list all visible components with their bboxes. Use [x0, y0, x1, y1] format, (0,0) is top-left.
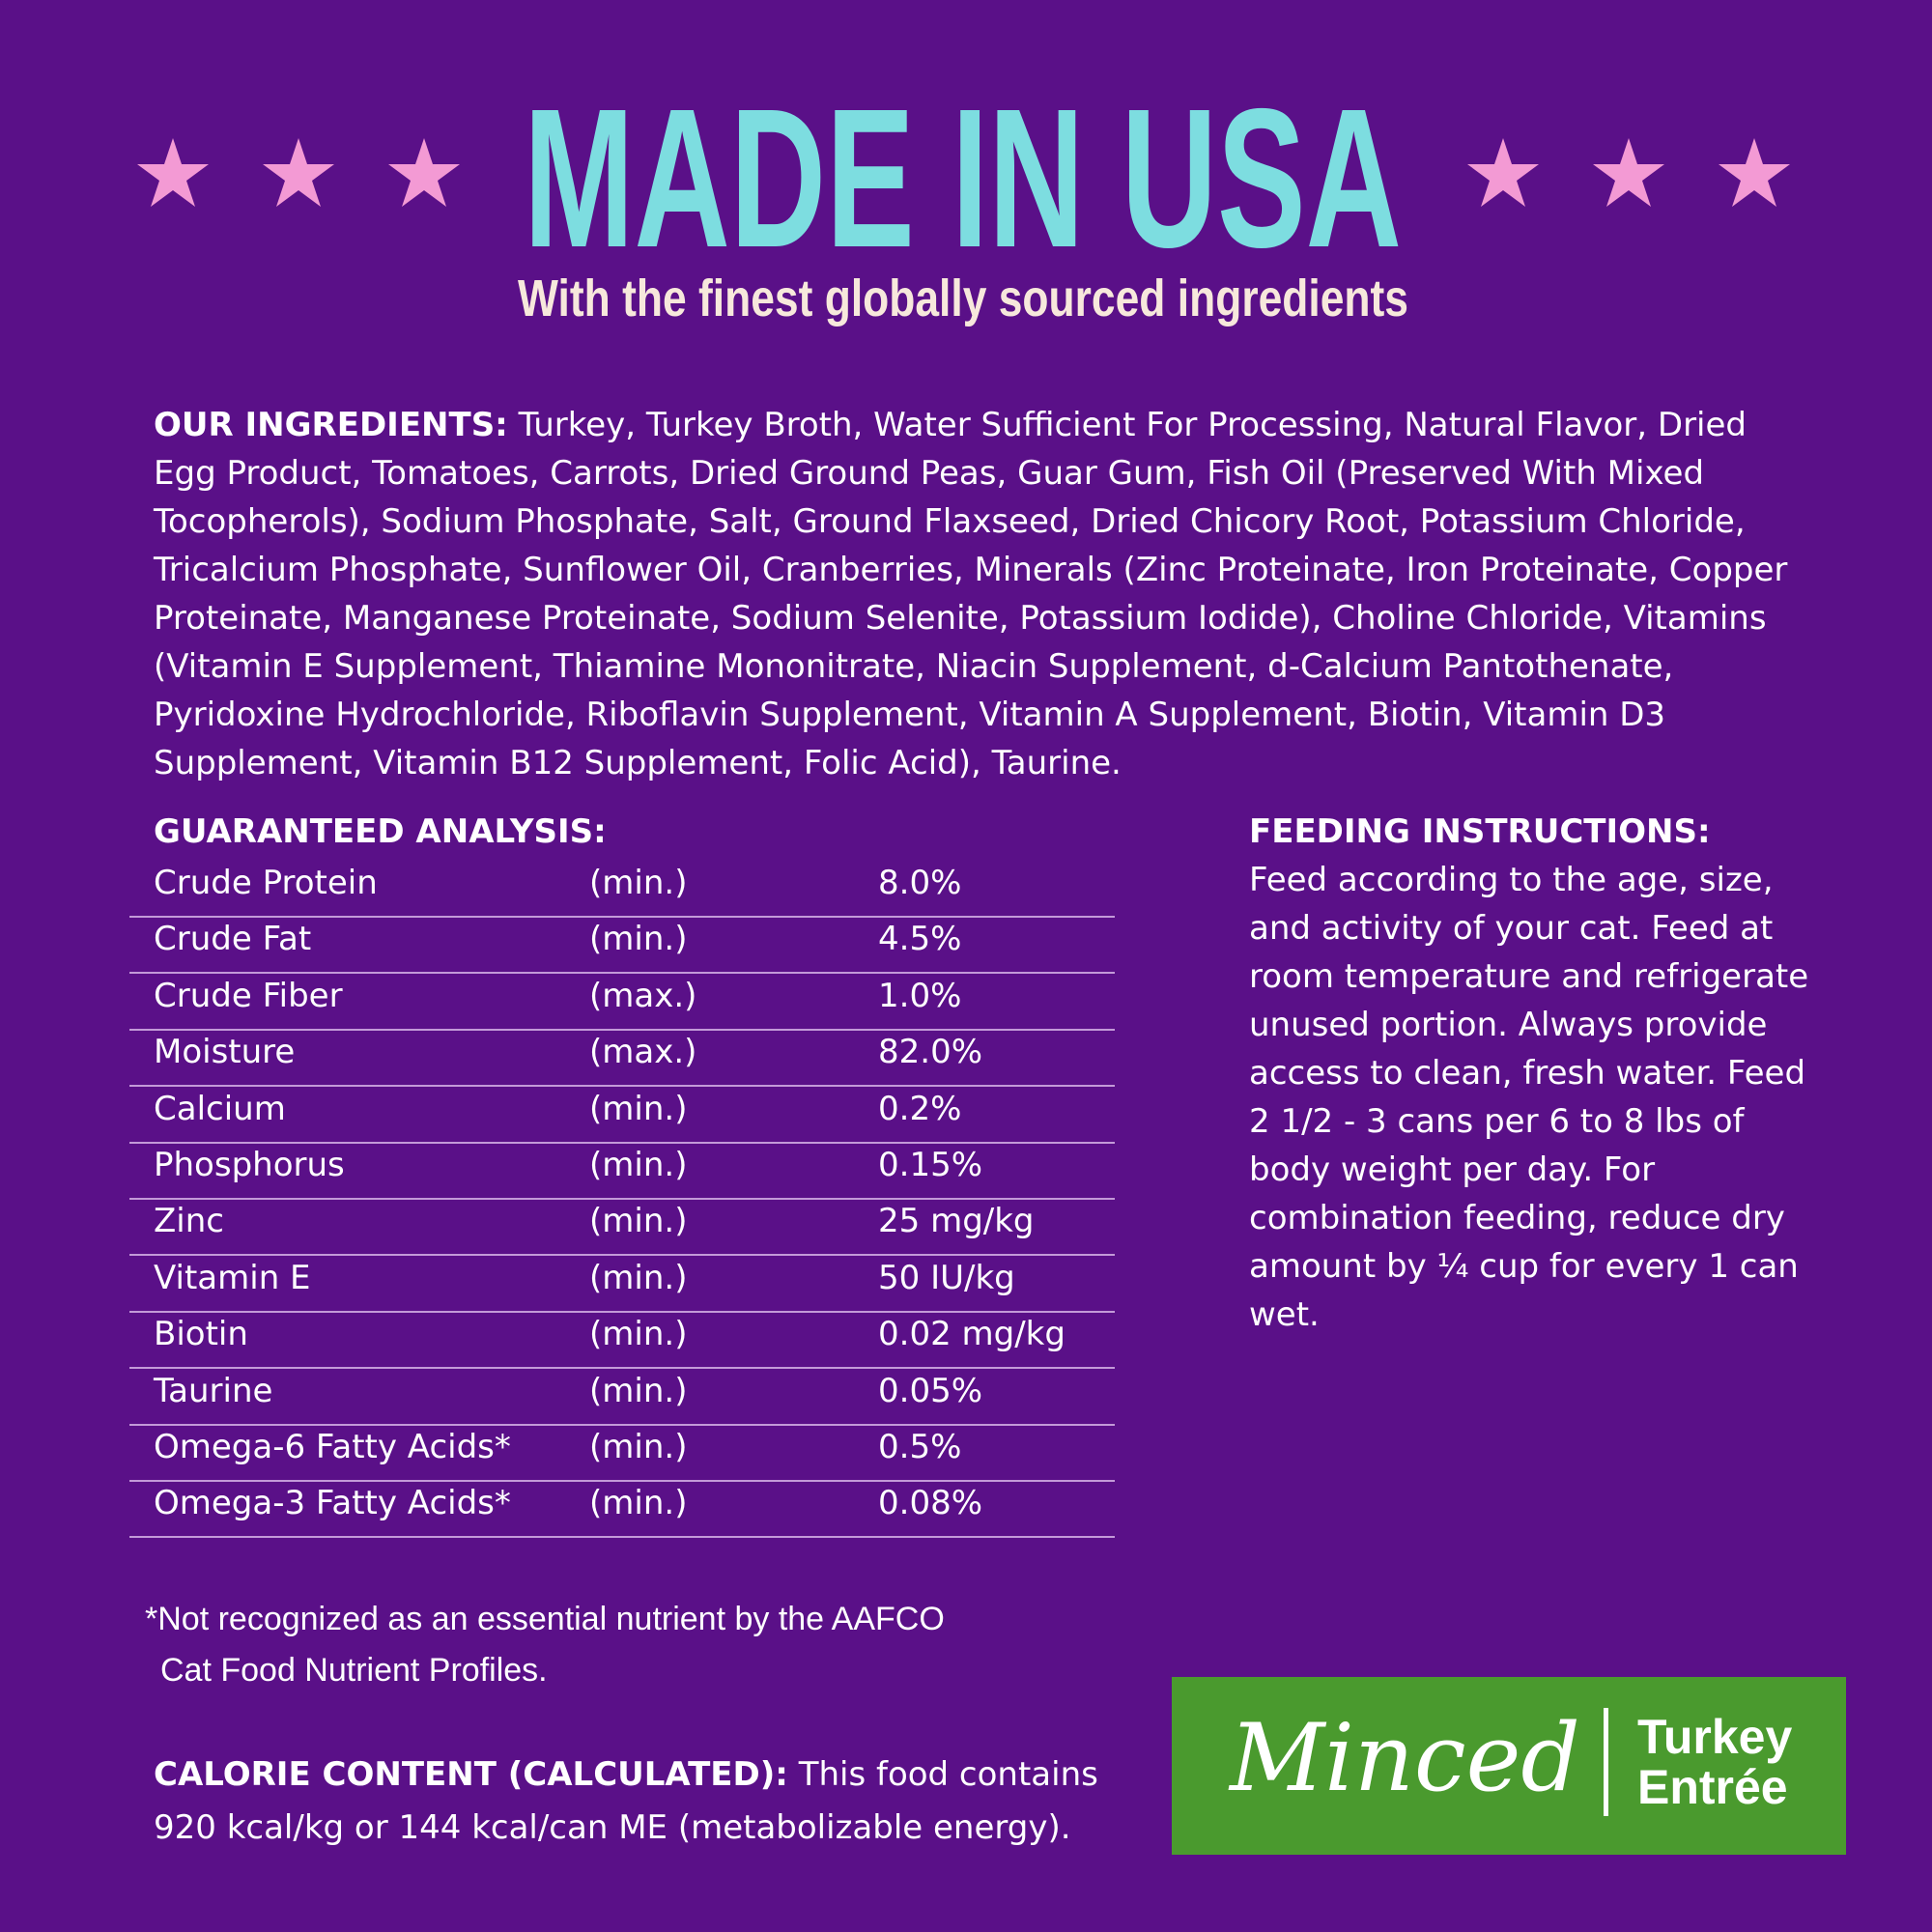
qualifier: (min.) — [589, 1315, 688, 1354]
analysis-row: Moisture (max.) 82.0% — [129, 1029, 1115, 1088]
qualifier: (min.) — [589, 1089, 688, 1128]
calorie: CALORIE CONTENT (CALCULATED): This food … — [154, 1748, 1110, 1855]
nutrient: Biotin — [154, 1315, 248, 1354]
analysis-row: Calcium (min.) 0.2% — [129, 1086, 1115, 1144]
qualifier: (min.) — [589, 1258, 688, 1297]
nutrient: Crude Fat — [154, 920, 312, 959]
nutrient: Omega-6 Fatty Acids* — [154, 1428, 511, 1466]
nutrient: Calcium — [154, 1089, 286, 1128]
nutrient: Vitamin E — [154, 1258, 311, 1297]
footnote: *Not recognized as an essential nutrient… — [145, 1594, 945, 1696]
amount: 0.2% — [878, 1089, 962, 1128]
analysis-row: Zinc (min.) 25 mg/kg — [129, 1198, 1115, 1257]
feeding-text: Feed according to the age, size, and act… — [1249, 861, 1809, 1334]
stars — [137, 138, 1790, 207]
amount: 4.5% — [878, 920, 962, 959]
analysis-row: Vitamin E (min.) 50 IU/kg — [129, 1255, 1115, 1313]
qualifier: (max.) — [589, 976, 697, 1015]
nutrient: Moisture — [154, 1033, 296, 1072]
flavor-line: Turkey — [1637, 1710, 1793, 1764]
analysis-row: Crude Protein (min.) 8.0% — [129, 860, 1115, 918]
amount: 50 IU/kg — [878, 1258, 1015, 1297]
amount: 8.0% — [878, 864, 962, 902]
footnote-line: *Not recognized as an essential nutrient… — [145, 1601, 945, 1637]
nutrient: Crude Fiber — [154, 976, 343, 1015]
qualifier: (min.) — [589, 864, 688, 902]
qualifier: (min.) — [589, 1428, 688, 1466]
nutrient: Phosphorus — [154, 1146, 345, 1184]
ingredients-label: OUR INGREDIENTS: — [154, 406, 508, 444]
title: MADE IN USA — [524, 68, 1402, 289]
analysis-row: Crude Fiber (max.) 1.0% — [129, 973, 1115, 1031]
flavor-line: Entrée — [1637, 1760, 1788, 1814]
amount: 0.02 mg/kg — [878, 1315, 1065, 1354]
footnote-line: Cat Food Nutrient Profiles. — [160, 1652, 548, 1689]
badge: Minced Turkey Entrée — [1172, 1677, 1846, 1855]
nutrient: Crude Protein — [154, 864, 378, 902]
amount: 0.08% — [878, 1484, 983, 1523]
qualifier: (min.) — [589, 1371, 688, 1410]
analysis-row: Omega-3 Fatty Acids* (min.) 0.08% — [129, 1480, 1115, 1539]
amount: 25 mg/kg — [878, 1202, 1035, 1241]
analysis-row: Phosphorus (min.) 0.15% — [129, 1142, 1115, 1200]
ingredients-text: Turkey, Turkey Broth, Water Sufficient F… — [154, 406, 1788, 782]
header: MADE IN USA With the finest globally sou… — [137, 68, 1790, 327]
badge-style: Minced — [1230, 1704, 1580, 1812]
nutrient: Omega-3 Fatty Acids* — [154, 1484, 511, 1523]
amount: 1.0% — [878, 976, 962, 1015]
analysis-row: Omega-6 Fatty Acids* (min.) 0.5% — [129, 1424, 1115, 1482]
ingredients: OUR INGREDIENTS: Turkey, Turkey Broth, W… — [154, 401, 1815, 787]
qualifier: (min.) — [589, 1202, 688, 1241]
nutrient: Zinc — [154, 1202, 224, 1241]
divider — [1604, 1708, 1608, 1816]
qualifier: (min.) — [589, 1484, 688, 1523]
analysis-heading: GUARANTEED ANALYSIS: — [154, 812, 607, 851]
qualifier: (min.) — [589, 1146, 688, 1184]
calorie-text: This food contains 920 kcal/kg or 144 kc… — [154, 1755, 1098, 1847]
analysis-row: Crude Fat (min.) 4.5% — [129, 916, 1115, 975]
badge-flavor: Turkey Entrée — [1637, 1712, 1792, 1812]
feeding-heading: FEEDING INSTRUCTIONS: — [1249, 812, 1711, 851]
nutrient: Taurine — [154, 1371, 273, 1410]
calorie-label: CALORIE CONTENT (CALCULATED): — [154, 1755, 788, 1794]
qualifier: (max.) — [589, 1033, 697, 1072]
amount: 82.0% — [878, 1033, 983, 1072]
subtitle: With the finest globally sourced ingredi… — [518, 270, 1408, 327]
amount: 0.05% — [878, 1371, 983, 1410]
analysis-row: Taurine (min.) 0.05% — [129, 1368, 1115, 1426]
amount: 0.5% — [878, 1428, 962, 1466]
analysis-row: Biotin (min.) 0.02 mg/kg — [129, 1311, 1115, 1370]
qualifier: (min.) — [589, 920, 688, 959]
amount: 0.15% — [878, 1146, 983, 1184]
